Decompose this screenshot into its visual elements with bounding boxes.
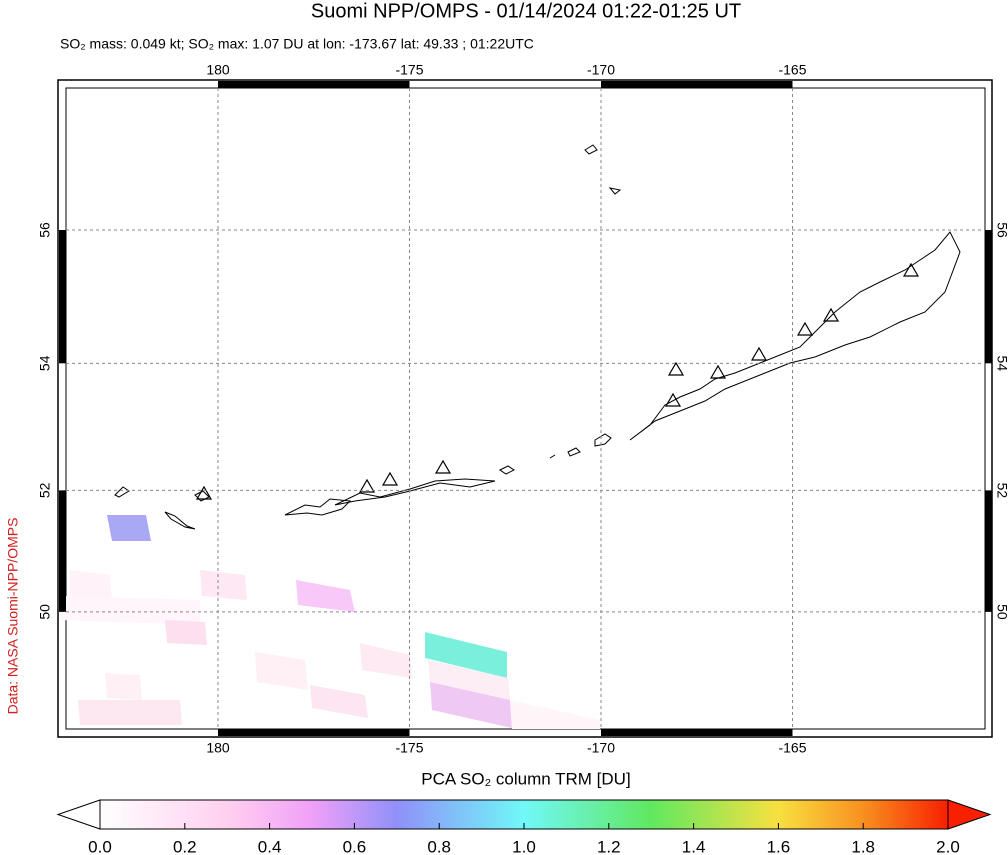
colorbar-label: PCA SO₂ column TRM [DU] (421, 769, 630, 788)
colorbar-tick-label: 1.4 (682, 837, 706, 855)
frame-bar (601, 81, 793, 88)
lat-tick-label: 50 (37, 604, 53, 620)
colorbar-tick-label: 0.0 (88, 837, 112, 855)
credit: Data: NASA Suomi-NPP/OMPS (5, 518, 21, 715)
lat-tick-label: 50 (994, 604, 1008, 620)
lon-tick-label: 180 (206, 62, 230, 78)
map-area (65, 87, 986, 730)
lon-tick-label: 180 (206, 740, 230, 756)
lat-tick-label: 52 (994, 483, 1008, 499)
colorbar-tick-label: 2.0 (936, 837, 960, 855)
lat-tick-label: 54 (994, 356, 1008, 372)
colorbar-tick-label: 1.2 (597, 837, 621, 855)
colorbar-tick-label: 0.2 (173, 837, 197, 855)
colorbar-tick-label: 0.6 (343, 837, 367, 855)
volcano-markers (195, 262, 920, 500)
so2-pixels (60, 515, 600, 729)
frame-bar (59, 230, 66, 364)
frame-bar (218, 81, 410, 88)
frame-bar (985, 490, 992, 612)
colorbar-tick-label: 1.8 (851, 837, 875, 855)
lon-tick-label: -170 (587, 62, 615, 78)
frame-bar (59, 490, 66, 612)
colorbar-tick-label: 0.8 (427, 837, 451, 855)
lon-tick-label: -175 (395, 62, 423, 78)
colorbar-tick-label: 1.6 (767, 837, 791, 855)
colorbar-tick-label: 1.0 (512, 837, 536, 855)
lon-tick-label: -175 (395, 740, 423, 756)
graticule (66, 88, 985, 729)
lat-tick-label: 56 (37, 222, 53, 238)
subtitle: SO₂ mass: 0.049 kt; SO₂ max: 1.07 DU at … (60, 36, 534, 52)
lat-tick-label: 54 (37, 355, 53, 371)
colorbar-low-arrow (56, 799, 101, 830)
frame-bar (601, 729, 793, 736)
frame-bar (218, 729, 410, 736)
lat-tick-label: 56 (994, 222, 1008, 238)
lon-tick-label: -170 (587, 740, 615, 756)
lat-tick-label: 52 (37, 482, 53, 498)
map-frame (57, 79, 993, 738)
colorbar-high-arrow (947, 799, 992, 830)
lon-tick-label: -165 (778, 740, 806, 756)
colorbar-tick-label: 0.4 (258, 837, 282, 855)
lon-tick-label: -165 (778, 62, 806, 78)
frame-bar (985, 230, 992, 364)
title: Suomi NPP/OMPS - 01/14/2024 01:22-01:25 … (311, 0, 741, 22)
